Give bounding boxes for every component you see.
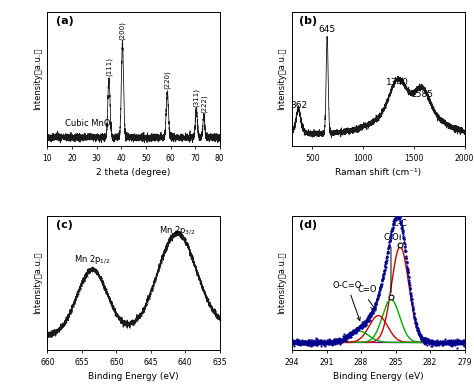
- X-axis label: Raman shift (cm⁻¹): Raman shift (cm⁻¹): [335, 168, 421, 177]
- Y-axis label: Intensity（a.u.）: Intensity（a.u.）: [278, 252, 287, 314]
- Text: 645: 645: [319, 25, 336, 34]
- Text: Mn 2p$_{3/2}$: Mn 2p$_{3/2}$: [159, 224, 195, 237]
- Text: (111): (111): [106, 56, 112, 75]
- Text: Mn 2p$_{1/2}$: Mn 2p$_{1/2}$: [74, 253, 110, 266]
- Text: (c): (c): [56, 220, 73, 230]
- Text: (311): (311): [193, 88, 200, 107]
- Text: 1585: 1585: [411, 90, 434, 99]
- X-axis label: Binding Energy (eV): Binding Energy (eV): [333, 372, 424, 381]
- Text: Cubic MnO: Cubic MnO: [64, 119, 110, 128]
- Y-axis label: Intensity（a.u.）: Intensity（a.u.）: [33, 47, 42, 110]
- Text: (d): (d): [299, 220, 317, 230]
- Y-axis label: Intensity（a.u.）: Intensity（a.u.）: [278, 47, 287, 110]
- Text: C=O: C=O: [357, 286, 377, 294]
- Text: (a): (a): [56, 16, 74, 26]
- X-axis label: Binding Energy (eV): Binding Energy (eV): [88, 372, 179, 381]
- Text: C-O: C-O: [383, 233, 399, 242]
- Text: (222): (222): [201, 95, 207, 113]
- Text: O-C=O: O-C=O: [333, 281, 362, 321]
- Text: C-C: C-C: [393, 219, 408, 228]
- Text: (220): (220): [164, 70, 171, 89]
- X-axis label: 2 theta (degree): 2 theta (degree): [96, 168, 171, 177]
- Text: (200): (200): [119, 21, 126, 40]
- Text: 362: 362: [290, 102, 307, 110]
- Text: 1340: 1340: [386, 79, 409, 88]
- Text: (b): (b): [299, 16, 317, 26]
- Y-axis label: Intensity（a.u.）: Intensity（a.u.）: [33, 252, 42, 314]
